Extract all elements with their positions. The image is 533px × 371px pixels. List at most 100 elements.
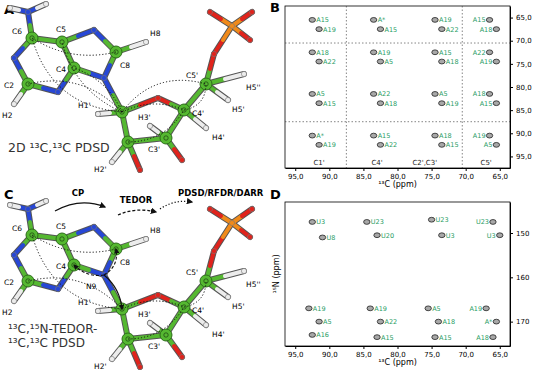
atom-label: C5' [186,71,198,80]
transfer-arc [32,235,122,309]
peak-label: A5 [484,141,493,149]
step-label: CP [72,188,84,198]
atom [249,206,254,211]
peak [493,319,499,324]
peak [309,50,315,55]
tick-mark [398,346,399,349]
tick-label: 75,0 [516,61,532,69]
transfer-arc [122,104,184,112]
tick: 85,0 [356,168,372,181]
peak [490,220,496,225]
tick: 170 [510,318,529,326]
peak-label: A19 [313,305,326,313]
peak [370,92,376,97]
atom [109,356,114,361]
diagram-title: 2D ¹³C,¹³C PDSD [8,140,110,155]
tick-label: 95,0 [288,173,304,181]
peak-labels: A15A19A*A15A19A22A15A18A18A22A19A5A15A18… [316,16,492,149]
tick-mark [295,168,296,171]
label-dot [60,40,64,44]
peak-label: A22 [323,58,336,66]
plot-area [285,6,510,168]
tick-label: 75,0 [424,351,440,359]
atom-label: H8 [150,29,161,38]
transfer-arc [32,38,122,112]
transfer-arc [184,281,206,307]
peak-label: A* [485,318,493,326]
peak [425,306,431,311]
tick: 75,0 [424,168,440,181]
atom [143,39,148,44]
guide-line [462,6,463,168]
peak [316,142,322,147]
label-dot [114,247,118,251]
atom [211,248,216,253]
peak-label: A15 [473,16,486,24]
peak-label: U3 [316,218,325,226]
peak [309,220,315,225]
tick-mark [510,110,513,111]
label-dot [126,337,130,341]
guide-line [346,6,347,168]
peak [316,319,322,324]
atom-label: H5'' [246,83,261,92]
peak-label: A18 [480,26,493,34]
atom [203,125,208,130]
peak [493,27,499,32]
peak [439,101,445,106]
tick-mark [510,41,513,42]
peak [377,101,383,106]
tick-label: 70,0 [516,37,532,45]
atom [229,220,234,225]
tick: 90,0 [322,346,338,359]
tick: 160 [510,274,529,282]
atom-label: H8 [150,226,161,235]
panel-label: C [4,187,14,202]
peak-label: A22 [384,141,397,149]
panel-c: C6C5C2C4C8H8H2H1'H3'C3'C4'C5'H5'H5''H4'H… [2,188,264,371]
carbon-atom [160,132,172,144]
peak-label: A22 [473,49,486,57]
peak [486,50,492,55]
peak [490,335,496,340]
atom-label: C2 [4,278,14,287]
peak-label: A19 [439,16,452,24]
tick: 85,0 [356,346,372,359]
transfer-arc [128,307,184,339]
label-dot [60,237,64,241]
bond-outline [28,4,46,12]
atom-label: C4 [56,65,66,74]
carbon-atom [56,233,68,245]
tick-label: 170 [516,318,529,326]
atom [11,101,16,106]
tick-mark [466,346,467,349]
atom [95,111,100,116]
peak [435,319,441,324]
atom-label: H5' [232,302,244,311]
peak-labels: U3U8U23U20U23U3U23U3A19A5A16A19A22A15A5A… [313,216,496,341]
peak [367,306,373,311]
atom [11,298,16,303]
tick-mark [466,168,467,171]
step-arrow [160,201,192,209]
peak-label: A5 [384,58,393,66]
peak-label: A18 [476,334,489,342]
peak-label: U3 [487,232,496,240]
tick: 70,0 [458,168,474,181]
peak [364,220,370,225]
tick-label: 65,0 [516,14,532,22]
peak [316,101,322,106]
atom [247,234,252,239]
peak-label: U23 [436,216,449,224]
peak-label: A5 [432,305,441,313]
step-arrow [118,210,156,215]
x-axis-title: ¹³C (ppm) [378,358,417,367]
figure: ABCDC6C5C2C4C8H8H2H1'H3'C3'C4'C5'H5'H5''… [0,0,533,371]
peak-label: A19 [469,305,482,313]
atom [147,123,152,128]
atom [247,37,252,42]
atom [109,159,114,164]
region-label: C1' [313,159,324,167]
carbon-atom [200,275,212,287]
axis-line [510,203,511,347]
